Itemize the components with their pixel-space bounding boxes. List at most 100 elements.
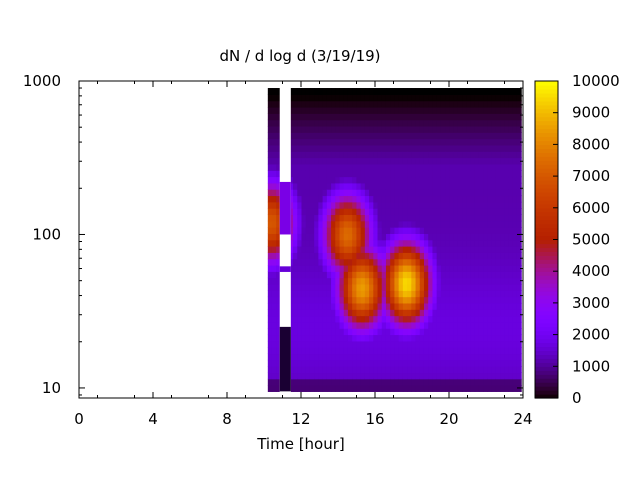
heatmap-cell — [453, 264, 459, 272]
heatmap-cell — [440, 227, 446, 234]
heatmap-cell — [440, 113, 446, 121]
colorbar-step — [535, 275, 558, 280]
heatmap-cell — [352, 214, 357, 222]
heatmap-cell — [356, 157, 362, 165]
heatmap-cell — [318, 100, 324, 108]
heatmap-cell — [305, 189, 311, 197]
colorbar-step — [535, 96, 558, 102]
heatmap-cell — [314, 100, 319, 108]
heatmap-cell — [271, 138, 277, 146]
heatmap-cell — [466, 366, 472, 374]
heatmap-cell — [470, 309, 476, 317]
heatmap-cell — [373, 138, 379, 146]
heatmap-cell — [516, 372, 522, 380]
heatmap-cell — [335, 378, 341, 386]
heatmap-cell — [449, 328, 455, 336]
heatmap-cell — [335, 125, 341, 133]
heatmap-cell — [385, 214, 391, 222]
heatmap-cell — [267, 271, 273, 279]
colorbar-step — [535, 326, 558, 332]
heatmap-cell — [483, 366, 488, 374]
heatmap-cell — [360, 132, 366, 140]
heatmap-cell — [390, 94, 396, 102]
heatmap-cell — [512, 315, 518, 323]
heatmap-cell — [419, 233, 425, 241]
heatmap-cell — [369, 138, 374, 146]
heatmap-cell — [385, 132, 391, 140]
heatmap-cell — [491, 208, 497, 216]
heatmap-cell — [440, 277, 446, 285]
heatmap-cell — [411, 283, 417, 291]
heatmap-cell — [457, 144, 463, 152]
heatmap-cell — [445, 277, 450, 285]
heatmap-cell — [483, 283, 488, 291]
heatmap-cell — [440, 125, 446, 133]
heatmap-cell — [288, 321, 294, 329]
heatmap-cell — [516, 378, 522, 386]
heatmap-cell — [457, 277, 463, 285]
heatmap-cell — [516, 94, 522, 102]
heatmap-cell — [500, 290, 505, 298]
heatmap-cell — [504, 176, 510, 184]
heatmap-cell — [466, 201, 472, 209]
colorbar-step — [535, 251, 558, 256]
data-gap-segment — [279, 181, 291, 235]
heatmap-cell — [504, 220, 510, 228]
heatmap-cell — [288, 144, 294, 152]
heatmap-cell — [411, 347, 417, 355]
heatmap-cell — [432, 315, 438, 323]
heatmap-cell — [347, 366, 353, 374]
heatmap-cell — [432, 201, 438, 209]
heatmap-cell — [343, 157, 349, 165]
y-tick-label: 100 — [32, 225, 61, 243]
heatmap-cell — [364, 176, 370, 184]
heatmap-cell — [500, 233, 505, 241]
heatmap-cell — [335, 227, 341, 234]
heatmap-cell — [407, 309, 412, 317]
heatmap-cell — [347, 151, 353, 159]
heatmap-cell — [318, 347, 324, 355]
heatmap-cell — [466, 195, 472, 203]
heatmap-cell — [500, 195, 505, 203]
heatmap-cell — [445, 302, 450, 310]
heatmap-cell — [487, 246, 493, 253]
heatmap-cell — [288, 201, 294, 209]
heatmap-cell — [428, 372, 434, 380]
heatmap-cell — [267, 195, 273, 203]
heatmap-cell — [487, 328, 493, 336]
heatmap-cell — [407, 88, 412, 95]
heatmap-cell — [428, 106, 434, 114]
heatmap-cell — [309, 296, 315, 304]
heatmap-cell — [326, 315, 332, 323]
colorbar-step — [535, 156, 558, 161]
heatmap-cell — [385, 271, 391, 279]
heatmap-cell — [326, 163, 332, 171]
heatmap-cell — [487, 208, 493, 216]
heatmap-cell — [402, 258, 408, 266]
heatmap-cell — [314, 372, 319, 380]
heatmap-cell — [326, 138, 332, 146]
heatmap-cell — [440, 340, 446, 348]
heatmap-cell — [495, 372, 501, 380]
heatmap-cell — [326, 283, 332, 291]
heatmap-cell — [339, 220, 345, 228]
heatmap-cell — [512, 302, 518, 310]
heatmap-cell — [373, 353, 379, 361]
heatmap-cell — [322, 328, 328, 336]
heatmap-cell — [331, 163, 336, 171]
heatmap-cell — [466, 290, 472, 298]
heatmap-cell — [267, 258, 273, 266]
colorbar-step — [535, 104, 558, 110]
colorbar-step — [535, 239, 558, 245]
heatmap-cell — [314, 144, 319, 152]
heatmap-cell — [504, 113, 510, 121]
heatmap-cell — [478, 233, 484, 241]
heatmap-cell — [445, 321, 450, 329]
heatmap-cell — [394, 252, 400, 260]
heatmap-cell — [326, 189, 332, 197]
heatmap-cell — [385, 106, 391, 114]
heatmap-cell — [369, 340, 374, 348]
heatmap-cell — [352, 157, 357, 165]
heatmap-cell — [377, 347, 383, 355]
heatmap-cell — [516, 208, 522, 216]
